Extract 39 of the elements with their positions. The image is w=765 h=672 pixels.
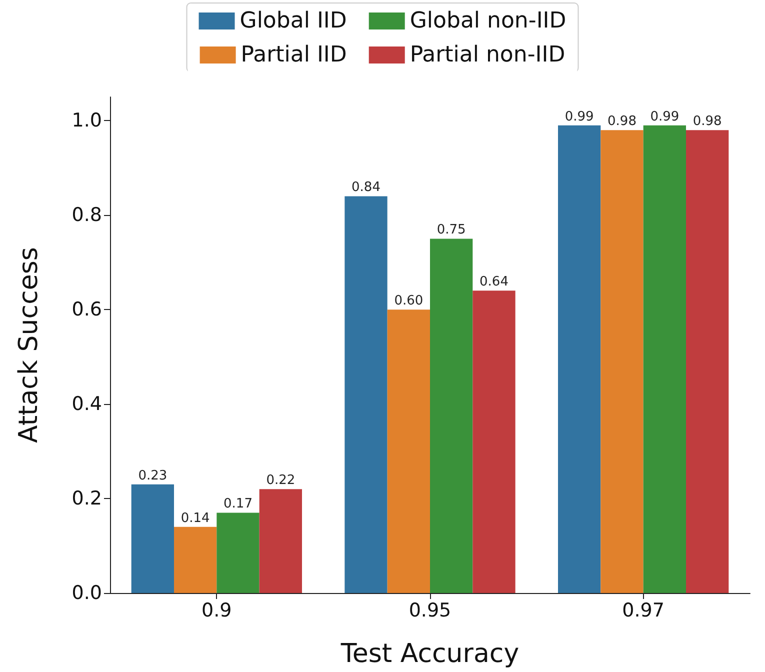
y-tick-label: 0.4 [72, 393, 102, 416]
y-axis-title: Attack Success [14, 247, 44, 443]
legend-label: Global IID [240, 8, 347, 34]
bar [131, 484, 174, 593]
y-tick-label: 0.8 [72, 204, 102, 226]
bar [174, 526, 217, 593]
data-label: 0.75 [436, 222, 466, 238]
data-label: 0.23 [138, 468, 168, 484]
data-label: 0.60 [394, 294, 424, 309]
data-label: 0.14 [180, 510, 210, 526]
bar [216, 512, 260, 593]
bar [472, 290, 516, 593]
data-label: 0.98 [608, 114, 636, 130]
y-tick-label: 0.6 [72, 298, 102, 321]
data-label: 0.99 [650, 109, 680, 124]
data-label: 0.84 [352, 180, 380, 196]
bar [259, 489, 302, 593]
y-tick-label: 1.0 [72, 110, 102, 132]
data-label: 0.99 [564, 109, 594, 124]
bar [344, 196, 388, 593]
y-tick-label: 0.2 [72, 488, 102, 510]
data-label: 0.98 [692, 114, 722, 130]
x-tick-label: 0.95 [408, 600, 452, 622]
x-tick-label: 0.9 [202, 600, 232, 622]
legend-label: Partial IID [240, 42, 347, 68]
x-tick-label: 0.97 [622, 600, 664, 622]
bar [430, 238, 473, 593]
bar [558, 125, 601, 593]
legend-label: Partial non-IID [410, 42, 566, 68]
bar [600, 130, 644, 593]
data-label: 0.64 [480, 274, 508, 290]
x-axis-title: Test Accuracy [340, 639, 520, 669]
y-tick-label: 0.0 [72, 582, 102, 604]
legend-label: Global non-IID [410, 8, 566, 34]
bar [686, 130, 729, 593]
data-label: 0.17 [224, 496, 252, 512]
bar [387, 310, 430, 593]
data-label: 0.22 [266, 473, 296, 488]
bar [643, 125, 686, 593]
